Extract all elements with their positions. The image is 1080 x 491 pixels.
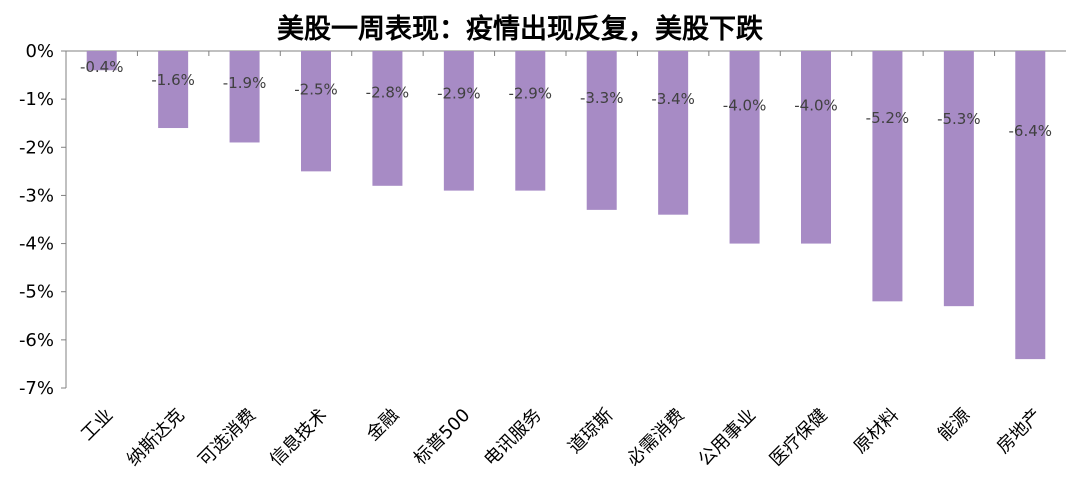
- category-labels-group: 工业 纳斯达克 可选消费 信息技术 金融 标普500 电讯服务 道琼斯 必需消费 公用事业 医疗保健…: [77, 405, 1046, 471]
- data-label: -1.9%: [223, 74, 267, 92]
- y-tick-label: -3%: [19, 185, 54, 206]
- bar: [943, 51, 974, 307]
- category-label: 医疗保健: [766, 405, 832, 471]
- bar: [301, 51, 331, 172]
- y-tick-label: -6%: [19, 330, 54, 351]
- y-tick-label: -7%: [19, 378, 54, 399]
- bar: [372, 51, 403, 186]
- bar: [872, 51, 903, 302]
- bar: [515, 51, 546, 191]
- bars-group: [86, 51, 1046, 360]
- y-tick-label: -2%: [19, 137, 54, 158]
- data-label: -2.9%: [509, 85, 553, 103]
- chart-title: 美股一周表现：疫情出现反复，美股下跌: [277, 13, 763, 45]
- bar: [658, 51, 689, 215]
- data-label: -2.9%: [437, 85, 481, 103]
- category-label: 工业: [77, 405, 117, 445]
- bar: [229, 51, 260, 143]
- category-label: 电讯服务: [480, 405, 546, 471]
- data-label: -2.8%: [366, 84, 410, 102]
- data-labels-group: -0.4% -1.6% -1.9% -2.5% -2.8% -2.9% -2.9% -3.3%…: [80, 58, 1052, 140]
- y-tick-label: -5%: [19, 282, 54, 303]
- category-label: 纳斯达克: [123, 405, 189, 471]
- data-label: -1.6%: [151, 71, 195, 89]
- data-label: -4.0%: [794, 96, 838, 114]
- y-tick-label: -4%: [19, 234, 54, 255]
- bar: [86, 51, 117, 71]
- y-tick-label: -1%: [19, 89, 54, 110]
- category-label: 标普500: [410, 405, 475, 470]
- data-label: -3.3%: [580, 89, 624, 107]
- data-label: -6.4%: [1009, 122, 1053, 140]
- bar: [729, 51, 760, 244]
- bar: [801, 51, 831, 244]
- category-label: 原材料: [850, 405, 903, 458]
- category-label: 公用事业: [694, 405, 760, 471]
- bar: [586, 51, 617, 210]
- data-label: -0.4%: [80, 58, 124, 76]
- category-label: 金融: [363, 405, 403, 445]
- bar: [443, 51, 474, 191]
- data-label: -3.4%: [651, 90, 695, 108]
- y-tick-label: 0%: [25, 41, 54, 62]
- data-label: -5.3%: [937, 110, 981, 128]
- bar: [1015, 51, 1046, 360]
- category-label: 可选消费: [194, 405, 260, 471]
- data-label: -5.2%: [866, 109, 910, 127]
- data-label: -2.5%: [294, 81, 338, 99]
- category-label: 必需消费: [623, 405, 689, 471]
- bar: [158, 51, 189, 129]
- category-label: 道琼斯: [564, 405, 617, 458]
- data-label: -4.0%: [723, 96, 767, 114]
- category-label: 房地产: [993, 405, 1046, 458]
- category-label: 信息技术: [266, 405, 332, 471]
- category-label: 能源: [934, 405, 974, 445]
